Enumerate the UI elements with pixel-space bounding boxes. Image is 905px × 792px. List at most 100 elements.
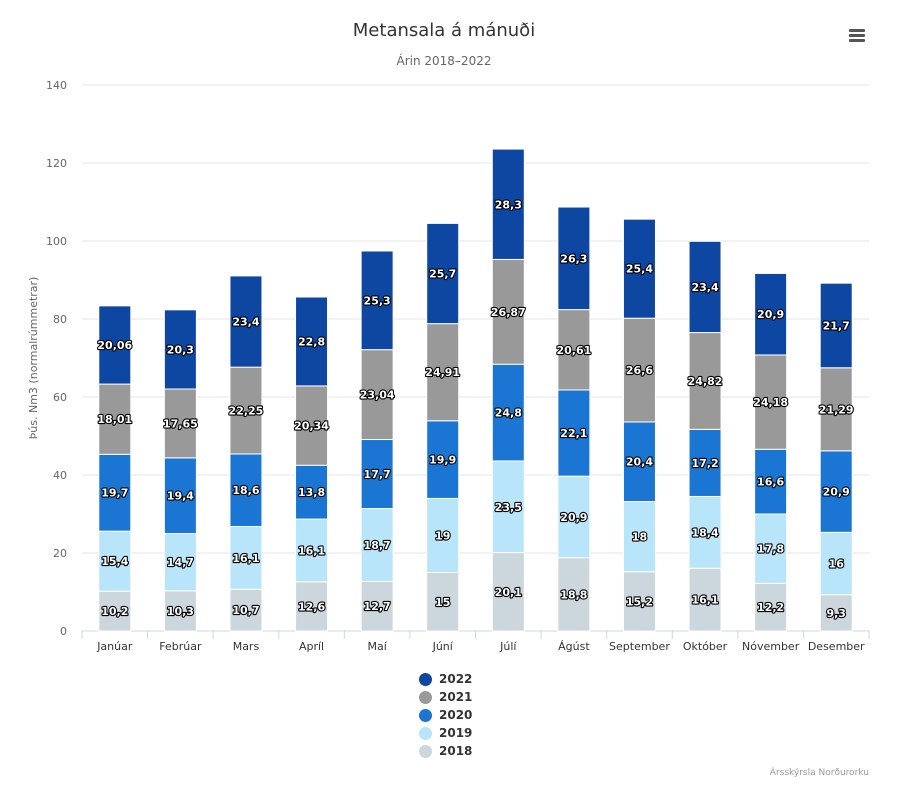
bar-segment-2018 <box>426 572 460 632</box>
bar-segment-2021 <box>426 323 460 422</box>
bar-segment-2019 <box>622 501 656 573</box>
legend-item-2018[interactable]: 2018 <box>419 742 472 760</box>
bar-segment-2022 <box>754 272 788 356</box>
bar-segment-2022 <box>163 309 197 390</box>
bar-segment-2018 <box>622 571 656 632</box>
bar-segment-2022 <box>491 148 525 260</box>
data-label-2019: 16,1 <box>298 544 325 557</box>
bar-segment-2018 <box>163 590 197 632</box>
data-label-2018: 20,1 <box>495 586 522 599</box>
data-label-2021: 21,29 <box>819 403 854 416</box>
y-tick-label: 120 <box>46 157 67 170</box>
x-tick-label: Apríl <box>299 640 324 653</box>
legend-item-2022[interactable]: 2022 <box>419 670 472 688</box>
data-label-2018: 10,7 <box>232 604 259 617</box>
data-label-2022: 25,3 <box>364 294 391 307</box>
x-tick-label: Desember <box>808 640 865 653</box>
chart-credits[interactable]: Ársskýrsla Norðurorku <box>769 768 869 778</box>
bar-segment-2021 <box>360 349 394 441</box>
bar-segment-2019 <box>491 460 525 554</box>
data-label-2019: 19 <box>435 529 450 542</box>
data-label-2022: 23,4 <box>691 281 718 294</box>
bar-segment-2021 <box>491 258 525 365</box>
data-label-2018: 12,2 <box>757 601 784 614</box>
bar-segment-2022 <box>426 222 460 325</box>
data-label-2021: 24,91 <box>425 366 460 379</box>
hamburger-menu-icon[interactable] <box>846 26 868 44</box>
y-tick-label: 40 <box>53 469 67 482</box>
legend-label: 2022 <box>439 672 473 686</box>
bar-segment-2021 <box>163 388 197 459</box>
bar-segment-2018 <box>688 567 722 632</box>
data-label-2021: 17,65 <box>163 417 198 430</box>
data-label-2020: 16,6 <box>757 476 784 489</box>
bar-segment-2020 <box>98 453 132 532</box>
x-tick-label: Júlí <box>499 640 517 653</box>
data-label-2019: 23,5 <box>495 501 522 514</box>
data-label-2020: 17,7 <box>364 468 391 481</box>
bar-segment-2022 <box>229 275 263 368</box>
legend-marker <box>419 672 432 686</box>
data-label-2020: 19,9 <box>429 454 456 467</box>
x-tick-label: Janúar <box>96 640 133 653</box>
legend-item-2019[interactable]: 2019 <box>419 724 472 742</box>
data-label-2021: 26,87 <box>491 306 526 319</box>
y-tick-label: 60 <box>53 391 67 404</box>
data-label-2022: 25,7 <box>429 268 456 281</box>
data-label-2021: 26,6 <box>626 364 653 377</box>
bar-segment-2021 <box>754 354 788 450</box>
bar-segment-2020 <box>819 450 853 533</box>
data-label-2019: 18 <box>632 531 647 544</box>
data-label-2018: 12,7 <box>364 600 391 613</box>
y-axis-title: Þús. Nm3 (normalrúmmetrar) <box>27 277 40 440</box>
data-label-2019: 16 <box>829 558 845 571</box>
bar-segment-2022 <box>557 206 591 311</box>
x-tick-label: Maí <box>367 640 387 653</box>
x-tick-label: Ágúst <box>558 640 590 653</box>
x-tick-label: Júní <box>432 640 454 653</box>
data-label-2021: 20,61 <box>556 344 591 357</box>
bar-segment-2019 <box>819 531 853 596</box>
bar-segment-2019 <box>98 530 132 592</box>
legend-item-2021[interactable]: 2021 <box>419 688 472 706</box>
bar-segment-2019 <box>688 495 722 569</box>
bar-segment-2020 <box>557 389 591 477</box>
chart-title: Metansala á mánuði <box>352 20 536 41</box>
legend-item-2020[interactable]: 2020 <box>419 706 472 724</box>
chart-subtitle: Árin 2018–2022 <box>396 54 492 68</box>
bar-segment-2022 <box>622 218 656 319</box>
bar-segment-2020 <box>426 420 460 499</box>
legend-label: 2021 <box>439 690 473 704</box>
bar-segment-2020 <box>360 439 394 510</box>
data-label-2018: 15,2 <box>626 595 653 608</box>
bar-segment-2021 <box>295 385 329 466</box>
bar-segment-2018 <box>98 590 132 632</box>
legend-marker <box>419 726 432 740</box>
data-label-2022: 25,4 <box>626 263 653 276</box>
legend-label: 2019 <box>439 726 473 740</box>
bar-segment-2020 <box>754 448 788 515</box>
data-label-2019: 15,4 <box>101 555 128 568</box>
bar-segment-2019 <box>426 497 460 573</box>
y-tick-label: 20 <box>53 547 67 560</box>
bar-segment-2019 <box>229 525 263 590</box>
data-label-2022: 26,3 <box>560 252 587 265</box>
bar-segment-2018 <box>754 582 788 632</box>
bar-segment-2021 <box>819 367 853 452</box>
data-label-2021: 23,04 <box>360 389 395 402</box>
chart-legend: 2022 2021 2020 2019 2018 <box>419 670 472 760</box>
data-label-2020: 18,6 <box>232 484 259 497</box>
bar-segment-2018 <box>491 552 525 632</box>
data-label-2019: 20,9 <box>560 511 587 524</box>
data-label-2020: 22,1 <box>560 427 587 440</box>
data-label-2018: 16,1 <box>691 594 718 607</box>
data-label-2020: 24,8 <box>495 407 522 420</box>
data-label-2019: 16,1 <box>232 552 259 565</box>
bar-segment-2022 <box>819 282 853 369</box>
data-label-2019: 17,8 <box>757 543 784 556</box>
y-tick-label: 140 <box>46 79 67 92</box>
bar-segment-2022 <box>295 296 329 387</box>
data-label-2019: 18,4 <box>691 526 718 539</box>
bar-segment-2019 <box>754 513 788 584</box>
legend-label: 2020 <box>439 708 473 722</box>
